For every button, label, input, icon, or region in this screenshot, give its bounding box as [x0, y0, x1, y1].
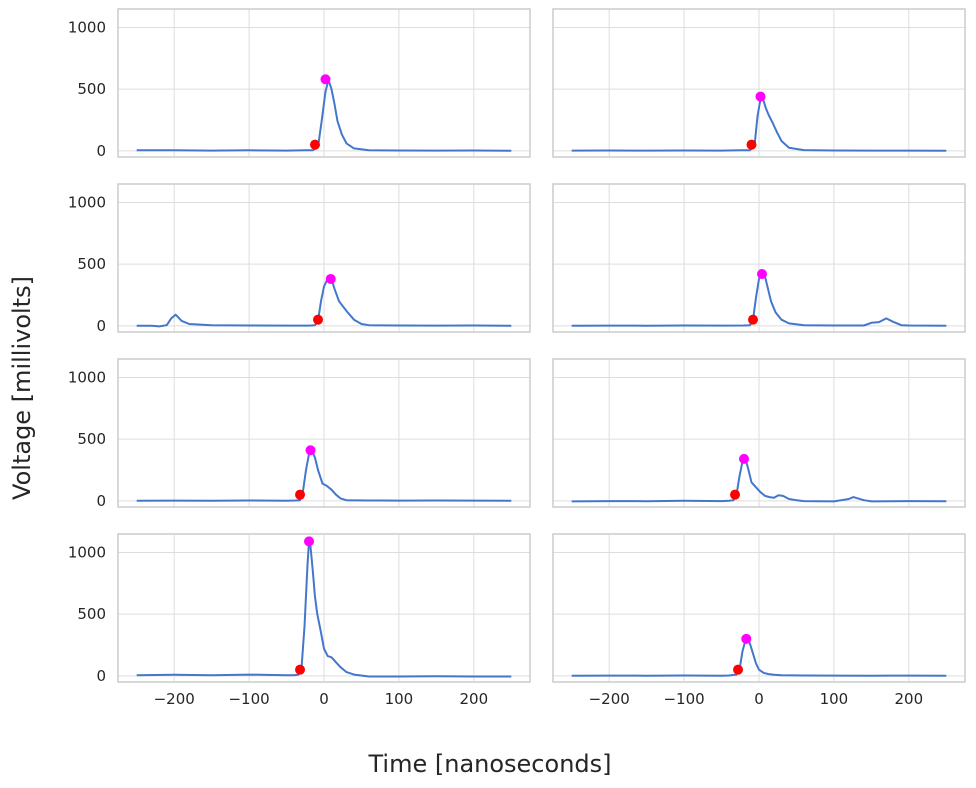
x-tick-label: 0: [754, 690, 764, 708]
subplot-frame: [117, 183, 531, 333]
pulse-start-marker: [295, 664, 306, 675]
y-tick-label: 1000: [68, 194, 106, 212]
y-tick-label: 500: [77, 80, 106, 98]
x-tick-label: 100: [820, 690, 849, 708]
pulse-peak-marker: [304, 536, 315, 547]
y-tick-label: 0: [96, 492, 106, 510]
subplot-6: [552, 358, 966, 508]
waveform-line: [571, 96, 947, 152]
pulse-start-marker: [730, 489, 741, 500]
y-tick-label: 1000: [68, 544, 106, 562]
y-tick-label: 0: [96, 142, 106, 160]
subplot-1: 0 500 1000: [68, 8, 531, 160]
subplot-frame: [117, 8, 531, 158]
waveform-line: [571, 457, 947, 503]
waveform-line: [571, 637, 947, 677]
x-tick-label: 200: [459, 690, 488, 708]
subplot-frame: [117, 533, 531, 683]
subplot-frame: [117, 358, 531, 508]
y-tick-label: 1000: [68, 19, 106, 37]
subplot-2: [552, 8, 966, 158]
subplot-8: −200 −100 0 100 200: [552, 533, 966, 708]
pulse-start-marker: [733, 664, 744, 675]
x-tick-label: −100: [663, 690, 704, 708]
pulse-peak-marker: [755, 91, 766, 102]
subplot-frame: [552, 533, 966, 683]
y-axis-label: Voltage [millivolts]: [8, 276, 36, 500]
pulse-peak-marker: [325, 273, 336, 284]
y-tick-label: 0: [96, 317, 106, 335]
x-tick-label: 100: [385, 690, 414, 708]
pulse-peak-marker: [741, 633, 752, 644]
pulse-start-marker: [748, 314, 759, 325]
x-tick-label: 200: [894, 690, 923, 708]
waveform-line: [136, 78, 512, 152]
subplot-frame: [552, 8, 966, 158]
waveform-line: [136, 449, 512, 502]
x-tick-label: −200: [154, 690, 195, 708]
pulse-start-marker: [295, 489, 306, 500]
y-tick-label: 1000: [68, 369, 106, 387]
subplot-5: 0 500 1000: [68, 358, 531, 510]
subplot-frame: [552, 358, 966, 508]
subplot-3: 0 500 1000: [68, 183, 531, 335]
pulse-peak-marker: [320, 74, 331, 85]
subplot-frame: [552, 183, 966, 333]
pulse-start-marker: [746, 139, 757, 150]
pulse-peak-marker: [756, 269, 767, 280]
x-tick-label: −100: [228, 690, 269, 708]
pulse-start-marker: [310, 139, 321, 150]
y-tick-label: 500: [77, 430, 106, 448]
pulse-peak-marker: [739, 453, 750, 464]
x-axis-label: Time [nanoseconds]: [368, 750, 612, 778]
x-tick-label: 0: [319, 690, 329, 708]
x-tick-label: −200: [589, 690, 630, 708]
y-tick-label: 500: [77, 255, 106, 273]
pulse-peak-marker: [305, 445, 316, 456]
y-tick-label: 0: [96, 667, 106, 685]
subplot-7: 0 500 1000 −200 −100 0 100 200: [68, 533, 531, 708]
waveform-line: [136, 540, 512, 678]
subplot-4: [552, 183, 966, 333]
waveform-line: [571, 273, 947, 327]
pulse-start-marker: [313, 314, 324, 325]
y-tick-label: 500: [77, 605, 106, 623]
waveform-line: [136, 278, 512, 328]
